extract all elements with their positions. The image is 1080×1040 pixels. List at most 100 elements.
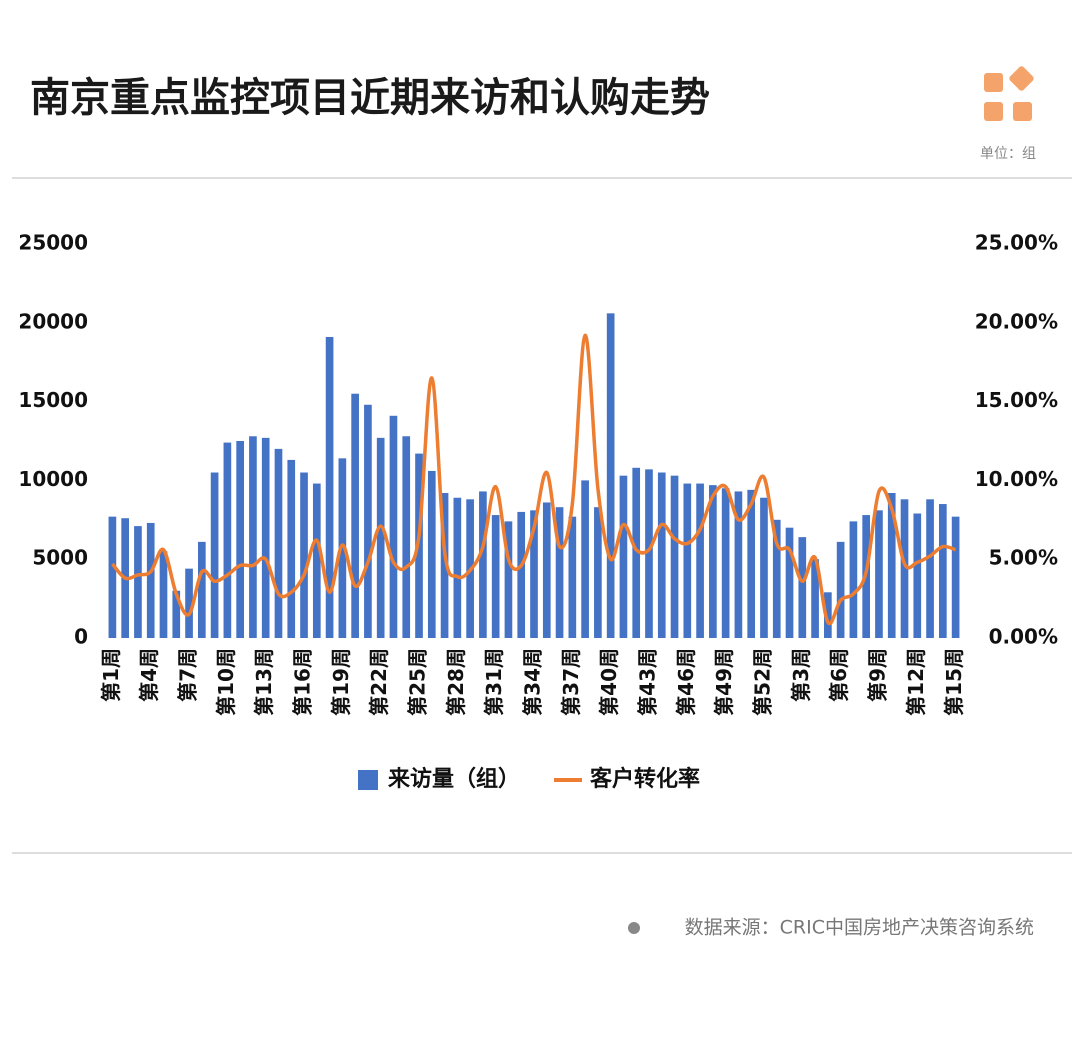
bar [594,507,602,638]
bar [619,475,628,638]
y2-tick-label: 20.00% [975,309,1058,333]
x-tick-label: 第16周 [291,648,315,716]
x-tick-label: 第37周 [559,648,583,716]
bar [657,472,666,638]
bar [389,415,398,638]
y-tick-label: 0 [74,625,88,649]
bar [721,488,730,638]
bar [312,483,321,638]
bar [249,436,257,638]
bar [542,502,551,638]
x-tick-label: 第1周 [99,648,123,702]
x-tick-label: 第52周 [750,648,774,716]
unit-note: 单位：组 [980,146,1036,162]
bar [287,459,296,638]
bar [517,511,526,638]
x-tick-label: 第43周 [635,648,659,716]
y-tick-label: 15000 [18,388,88,412]
bar [760,497,768,638]
x-tick-label: 第19周 [329,648,353,716]
bar [696,483,704,638]
bar [440,493,449,638]
bar [364,404,372,638]
bar [645,469,653,638]
bar [274,448,283,638]
bar [568,516,577,638]
bar [300,472,308,638]
bar [325,336,334,638]
bar [236,441,244,638]
x-tick-label: 第6周 [827,648,851,702]
bar [261,437,270,638]
bar [887,493,896,638]
bar [479,491,487,638]
x-tick-label: 第31周 [482,648,506,716]
bar [172,590,181,638]
bar [108,516,117,638]
bar [836,541,845,638]
bar [900,499,909,638]
x-tick-label: 第40周 [597,648,621,716]
legend-label: 来访量（组） [387,766,520,792]
bar [951,516,960,638]
bar [453,497,462,638]
bar [402,436,411,638]
line [111,333,957,626]
bar [427,470,436,638]
bar [338,458,347,638]
bar [772,519,781,638]
x-tick-label: 第28周 [444,648,468,716]
x-tick-label: 第7周 [176,648,200,702]
bar [709,485,717,638]
bar [351,393,359,638]
x-tick-label: 第13周 [252,648,276,716]
x-tick-label: 第25周 [406,648,430,716]
bar [785,527,794,638]
x-tick-label: 第3周 [789,648,813,702]
bar [376,437,385,638]
x-tick-label: 第34周 [521,648,545,716]
bar [811,559,819,638]
bar [683,483,692,638]
bar [134,526,142,638]
bar [581,480,589,638]
bar [491,515,500,638]
source: 数据来源：CRIC中国房地产决策咨询系统 [685,917,1034,939]
x-tick-label: 第46周 [674,648,698,716]
y-tick-label: 20000 [18,309,88,333]
x-tick-label: 第22周 [367,648,391,716]
legend-swatch [358,770,378,790]
bar [747,489,756,638]
x-tick-label: 第10周 [214,648,238,716]
bar [824,592,832,638]
y2-tick-label: 10.00% [975,467,1058,491]
chart-title: 南京重点监控项目近期来访和认购走势 [30,75,710,121]
y2-tick-label: 0.00% [989,625,1058,649]
bar [913,513,922,638]
bar [875,510,883,638]
y-tick-label: 5000 [32,546,88,570]
bar [606,313,615,638]
x-tick-label: 第49周 [712,648,736,716]
x-tick-label: 第12周 [904,648,928,716]
y-tick-label: 25000 [18,231,88,255]
y2-tick-label: 15.00% [975,388,1058,412]
bar [185,568,193,638]
bar [670,475,679,638]
logo [984,66,1034,121]
x-tick-label: 第4周 [137,648,161,702]
bar [939,504,947,638]
legend-label: 客户转化率 [590,766,700,792]
bar [210,472,219,638]
y2-tick-label: 25.00% [975,231,1058,255]
bar [197,541,206,638]
bar [159,551,168,638]
bar [530,510,538,638]
bar [798,537,807,638]
x-tick-label: 第9周 [865,648,889,702]
bar [504,521,513,638]
bar [849,521,858,638]
bar [223,442,232,638]
x-tick-label: 第15周 [942,648,966,716]
